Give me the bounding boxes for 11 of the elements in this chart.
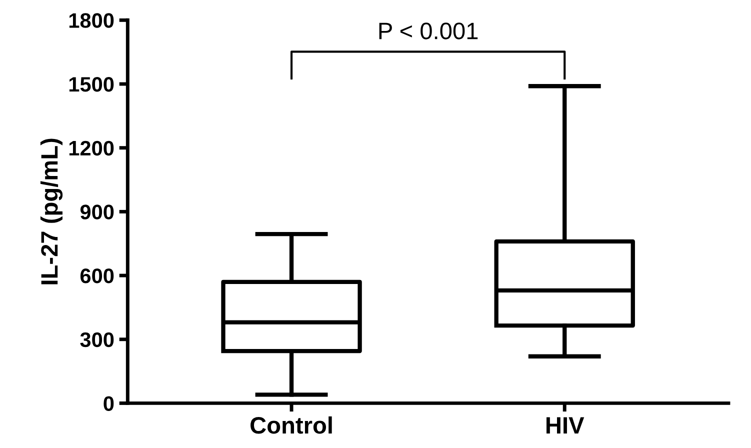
x-tick-label: Control (250, 416, 332, 434)
y-tick-label: 1800 (69, 13, 114, 28)
x-tick-label: HIV (546, 417, 584, 434)
y-tick-label: 1500 (69, 77, 114, 92)
annotation: P < 0.001 (379, 22, 478, 40)
y-tick-label: 1200 (69, 140, 114, 156)
y-tick-label: 900 (80, 204, 114, 220)
y-axis-title: IL-27 (pg/mL) (40, 138, 63, 284)
y-tick-label: 0 (104, 396, 114, 411)
y-tick-label: 300 (80, 332, 114, 348)
y-tick-label: 600 (80, 268, 114, 284)
